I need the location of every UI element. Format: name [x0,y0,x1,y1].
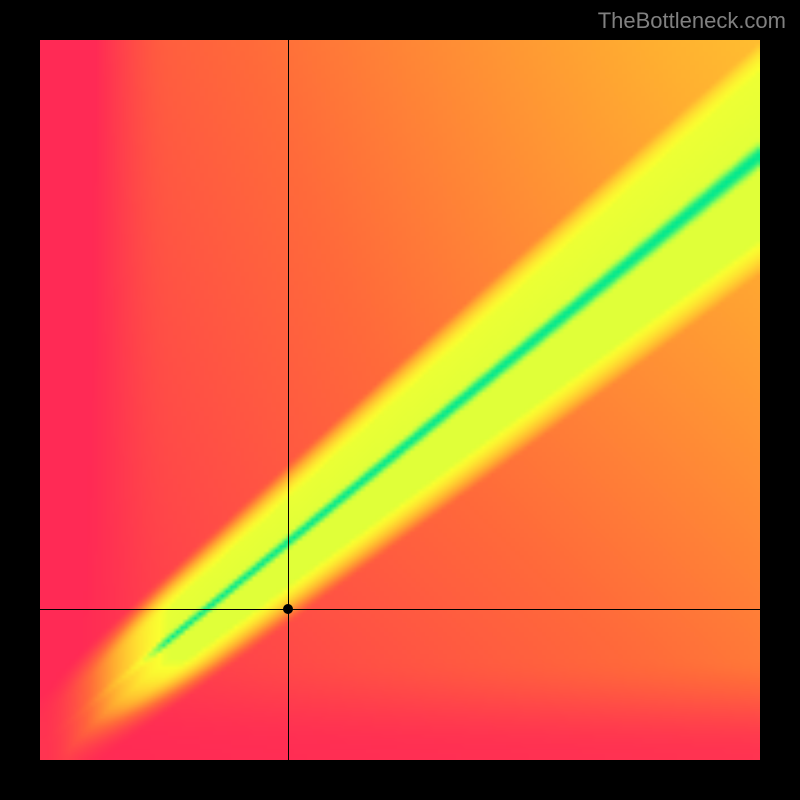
crosshair-vertical [288,40,289,760]
crosshair-marker [283,604,293,614]
crosshair-horizontal [40,609,760,610]
watermark-text: TheBottleneck.com [598,8,786,34]
heatmap-canvas [40,40,760,760]
heatmap-plot [40,40,760,760]
